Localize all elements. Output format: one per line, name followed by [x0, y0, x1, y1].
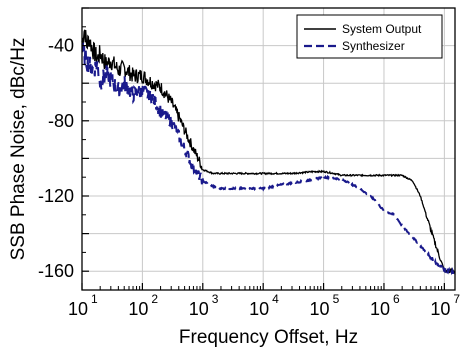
legend-label-synthesizer: Synthesizer [342, 39, 405, 53]
y-tick-label: -160 [38, 261, 74, 281]
x-tick-exponent: 6 [393, 292, 400, 306]
plot-lines [81, 29, 456, 276]
x-tick-label: 10 [68, 299, 88, 319]
x-tick-exponent: 3 [212, 292, 219, 306]
legend-box [296, 14, 443, 59]
x-tick-label: 10 [370, 299, 390, 319]
y-tick-label: -80 [48, 111, 74, 131]
x-tick-label: 10 [310, 299, 330, 319]
series-line-synthesizer [81, 42, 456, 276]
x-tick-label: 10 [430, 299, 450, 319]
x-tick-exponent: 1 [91, 292, 98, 306]
axis-ticks [81, 7, 445, 291]
x-tick-label: 10 [189, 299, 209, 319]
x-tick-exponent: 4 [272, 292, 279, 306]
x-tick-exponent: 7 [453, 292, 460, 306]
x-tick-label: 10 [249, 299, 269, 319]
x-axis-title: Frequency Offset, Hz [179, 327, 358, 348]
x-tick-exponent: 2 [151, 292, 158, 306]
plot-frame [81, 7, 456, 291]
y-tick-label: -40 [48, 36, 74, 56]
legend-label-system-output: System Output [342, 22, 422, 36]
x-tick-exponent: 5 [333, 292, 340, 306]
tick-labels: 10 1 10 2 10 3 10 4 10 5 10 6 10 7-40-80-120-160 [38, 36, 460, 319]
x-tick-label: 10 [128, 299, 148, 319]
legend: System Output Synthesizer [296, 14, 443, 59]
series-line-system-output [81, 29, 456, 275]
y-axis-title: SSB Phase Noise, dBc/Hz [8, 38, 29, 261]
y-tick-label: -120 [38, 186, 74, 206]
